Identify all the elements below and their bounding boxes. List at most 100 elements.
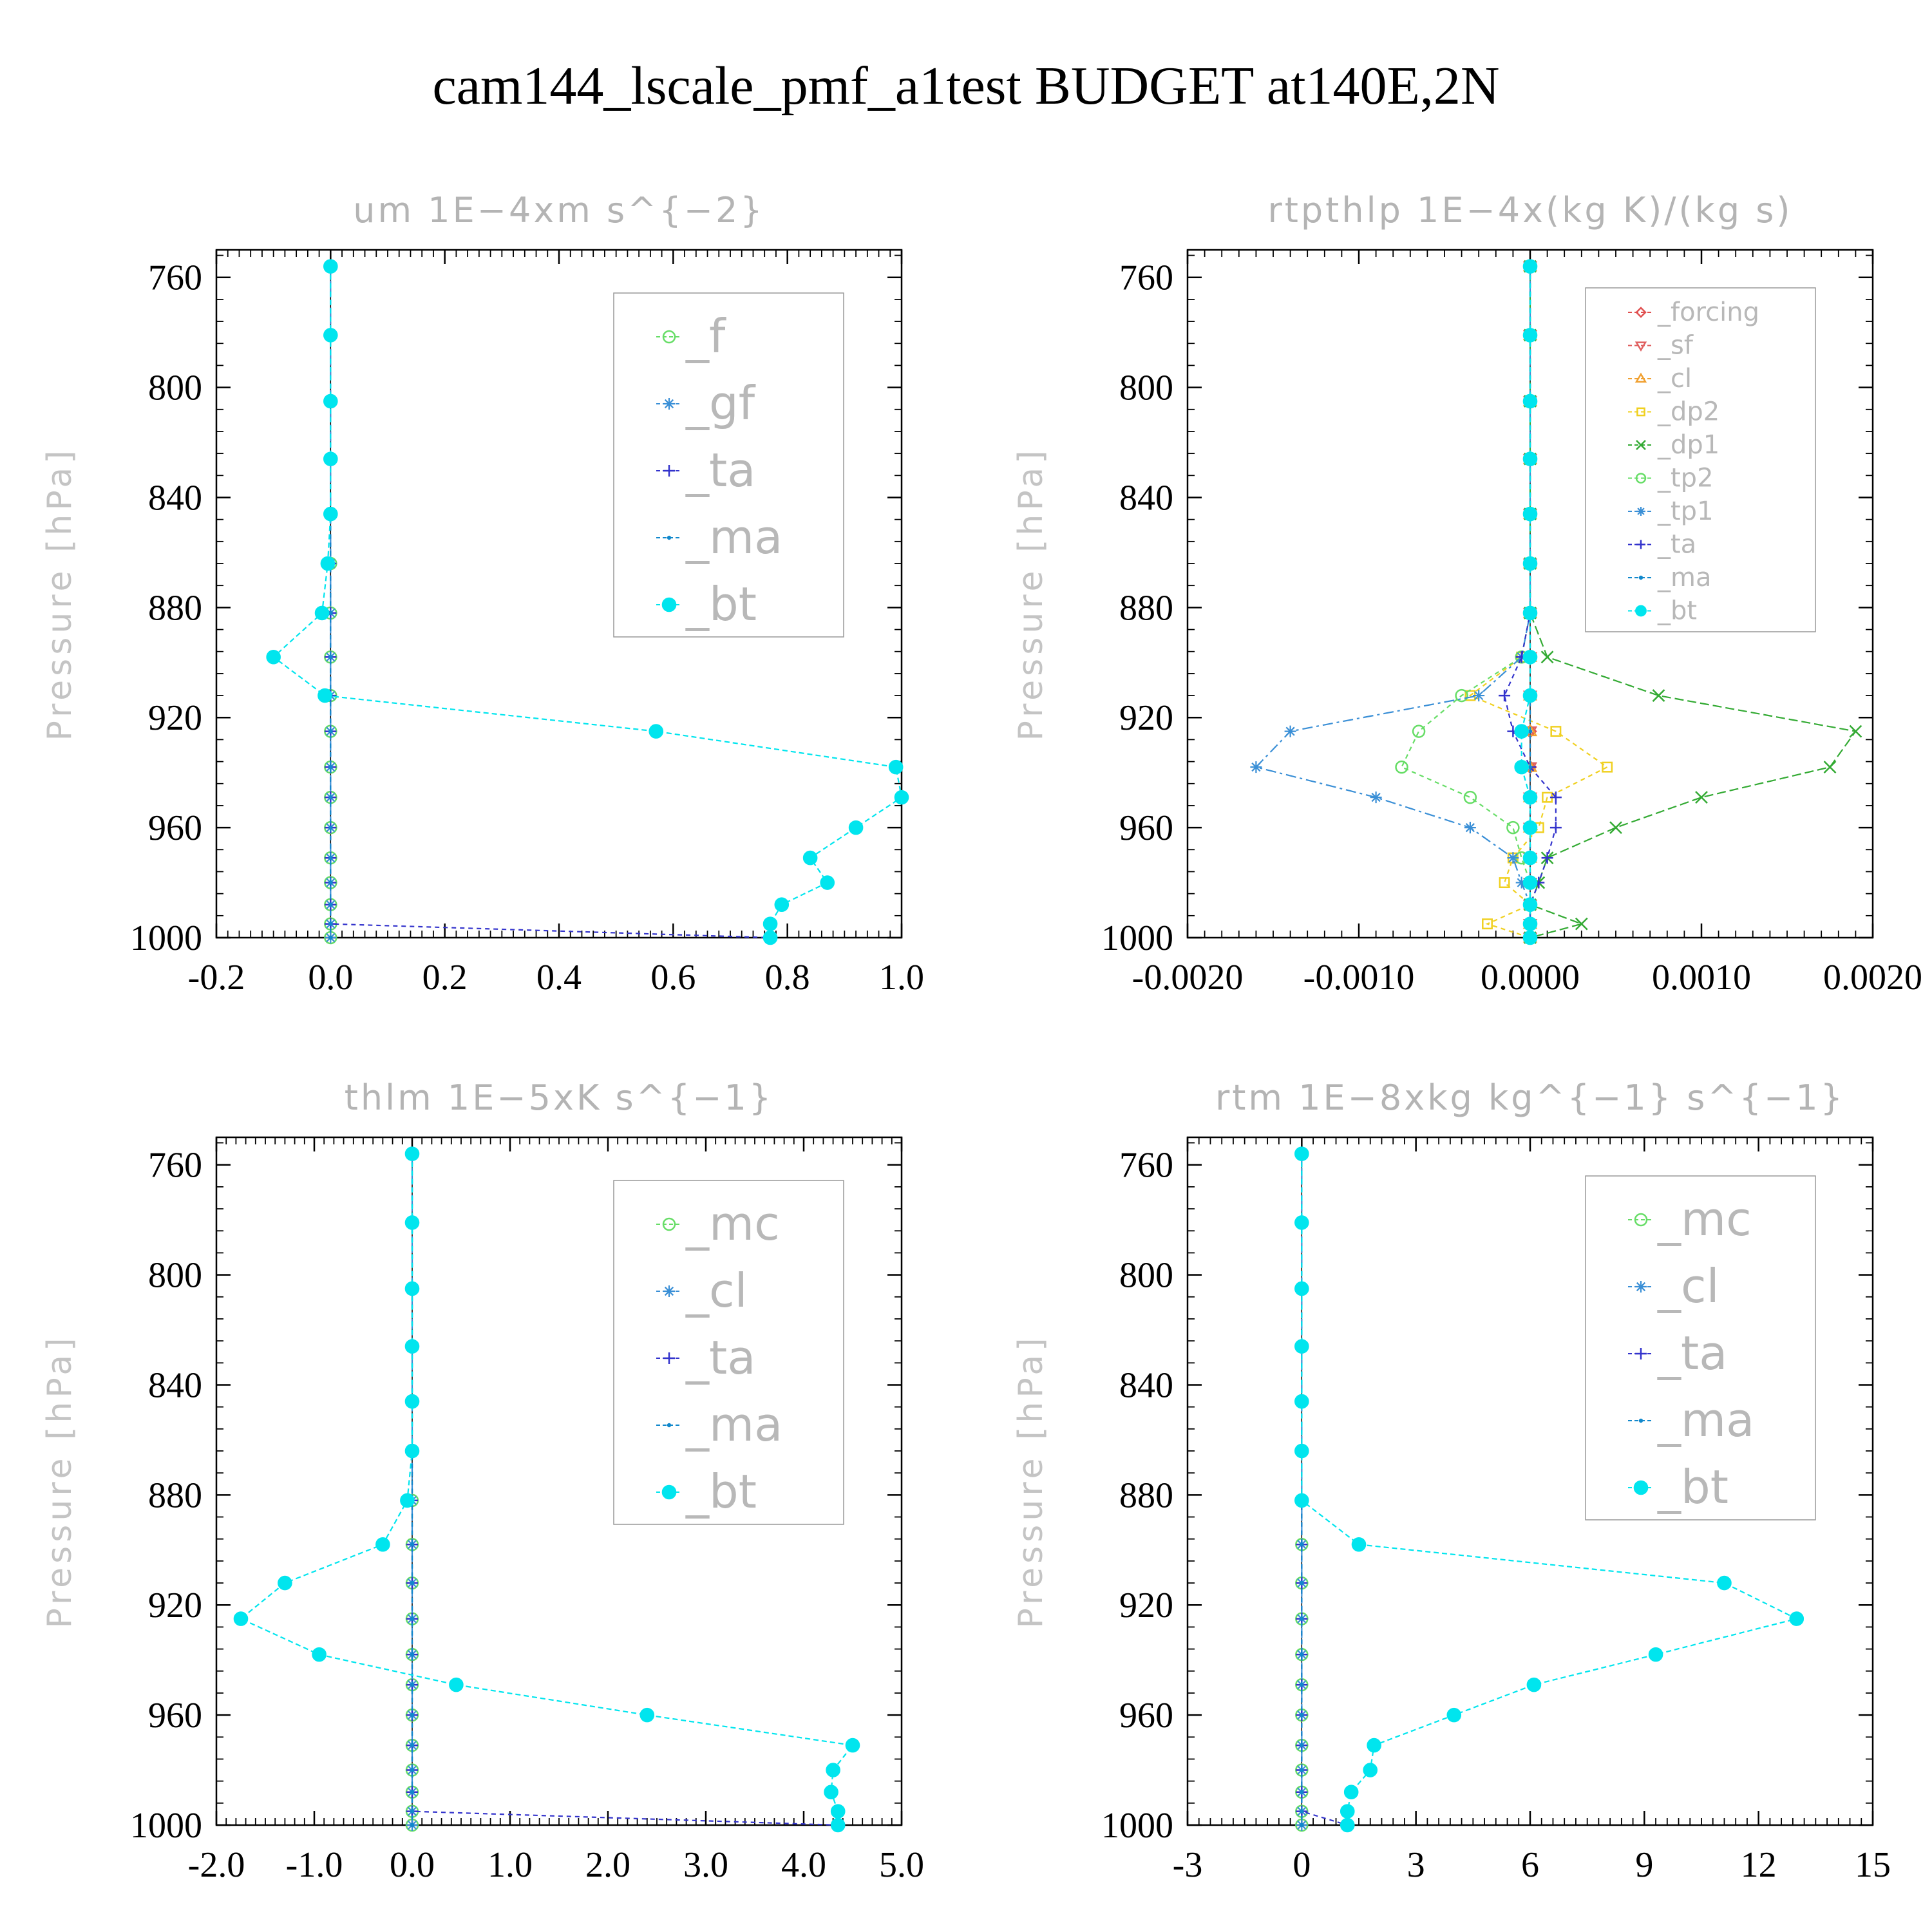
legend-entry: _cl [656,1264,748,1318]
legend-label: _bt [1657,596,1697,626]
panel-title: um 1E−4xm s^{−2} [353,190,765,231]
legend-entry: _f [656,309,726,363]
data-point [323,259,338,274]
data-point [404,1394,420,1409]
y-tick-label: 800 [1119,368,1173,408]
legend-entry: _ta [656,443,755,497]
data-point [1294,1339,1309,1354]
data-point [323,393,338,409]
data-point [410,1823,415,1828]
y-tick-label: 880 [1119,1475,1173,1515]
y-tick-label: 760 [148,258,202,298]
y-tick-label: 840 [1119,478,1173,518]
data-point [1522,790,1538,805]
data-point [1695,791,1708,804]
data-point [1602,761,1613,773]
data-point [320,556,336,571]
data-point [410,1616,415,1621]
data-point [323,451,338,466]
y-tick-label: 1000 [130,1806,202,1846]
data-point [375,1537,390,1552]
x-tick-label: -2.0 [188,1845,245,1885]
data-point [1522,850,1538,866]
y-tick-label: 1000 [1101,1806,1173,1846]
y-axis-label: Pressure [hPa] [1012,447,1050,741]
legend-label: _bt [685,577,757,631]
data-point [1482,918,1493,930]
legend-marker [663,1285,675,1297]
legend-label: _ta [1657,530,1696,560]
data-point [1549,791,1562,804]
data-point [1300,1743,1304,1748]
x-tick-label: 0.4 [536,958,582,998]
x-tick-label: -3 [1173,1845,1203,1885]
data-point [1455,688,1468,703]
data-point [1522,451,1538,466]
x-tick-label: 0.0020 [1823,958,1922,998]
data-point [266,649,281,665]
legend-box [613,1180,844,1525]
data-point [328,935,333,940]
data-point [323,328,338,343]
legend-marker [661,1484,677,1500]
data-point [400,1493,415,1508]
y-tick-label: 760 [148,1146,202,1186]
data-point [826,1763,840,1777]
data-point [1340,1804,1355,1819]
data-point [1363,1763,1378,1777]
data-point [328,825,333,830]
data-point [649,724,664,739]
data-point [1294,1493,1309,1508]
data-point [1300,1652,1304,1657]
data-point [1652,689,1665,702]
legend-label: _ma [685,510,782,564]
data-point [1300,1809,1304,1814]
legend-entry: _tp2 [1628,464,1714,493]
data-point [314,605,330,621]
data-point [1412,724,1426,738]
legend-marker [663,1352,675,1364]
y-tick-label: 1000 [1101,918,1173,958]
panel-um: -0.2 0.0 0.2 0.4 0.6 0.8 1.0 760 800 840 880 920 960… [41,190,924,998]
data-point [1446,1707,1462,1723]
series-ta [1296,1148,1354,1831]
y-tick-label: 800 [1119,1256,1173,1296]
legend-box [1585,287,1816,632]
data-point [1522,897,1538,913]
legend-label: _mc [1657,1192,1752,1246]
series-tp2 [1395,260,1537,945]
legend-label: _cl [685,1264,748,1318]
y-tick-label: 1000 [130,918,202,958]
data-point [328,922,333,926]
legend-marker [663,465,675,477]
data-point [1300,1542,1304,1547]
data-point [1294,1146,1309,1161]
x-tick-label: 12 [1741,1845,1777,1885]
data-point [328,611,333,616]
y-tick-label: 840 [1119,1365,1173,1405]
data-point [410,1809,415,1814]
y-tick-label: 960 [148,808,202,848]
legend-marker [1634,372,1647,383]
legend-entry: _dp1 [1628,430,1719,460]
data-point [1526,1677,1542,1692]
x-tick-label: 0.6 [650,958,696,998]
data-point [1395,760,1408,774]
x-tick-label: 1.0 [488,1845,533,1885]
data-point [639,1707,655,1723]
legend-label: _cl [1657,1259,1719,1313]
data-point [1343,1785,1359,1800]
data-point [1522,916,1538,931]
panel-title: thlm 1E−5xK s^{−1} [345,1077,773,1118]
data-point [762,930,778,945]
data-point [404,1443,420,1459]
legend-entry: _bt [656,577,757,631]
data-point [328,880,333,885]
data-point [1300,1580,1304,1586]
data-point [894,790,909,805]
data-point [328,795,333,800]
legend-entry: _ta [1628,530,1696,560]
data-point [317,688,332,703]
data-point [1294,1394,1309,1409]
